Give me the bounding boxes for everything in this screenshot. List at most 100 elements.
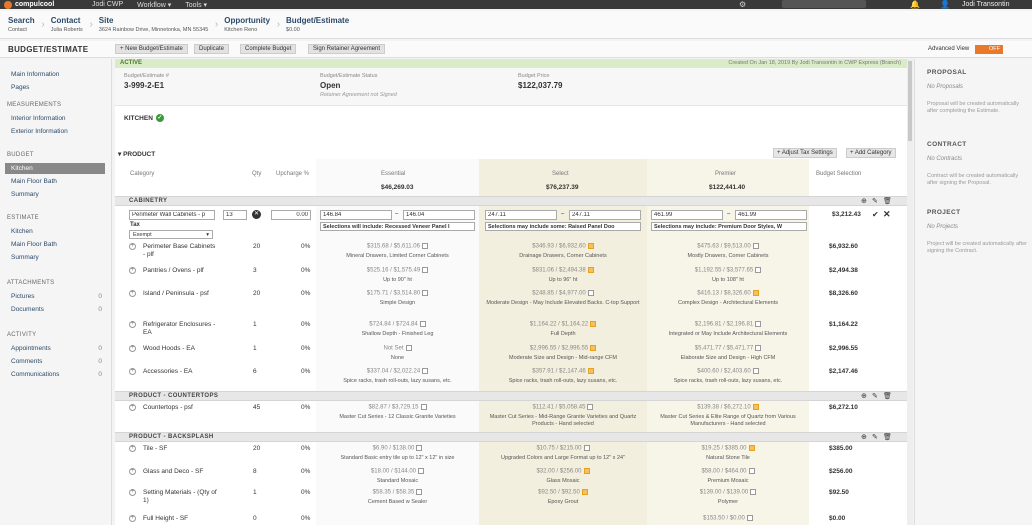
essential-high-input[interactable] [403,210,475,220]
tax-select[interactable]: Exempt ▾ [129,230,213,239]
upcharge-input[interactable] [271,210,311,220]
tier-checkbox[interactable] [422,368,429,374]
tier-checkbox[interactable] [422,267,429,273]
tier-checkbox[interactable] [405,345,412,351]
clear-icon[interactable]: ✕ [252,210,261,219]
tier-price[interactable]: $10.75 / $215.00 [479,445,647,452]
sidebar-item[interactable]: Main Floor Bath [0,239,112,250]
pencil-icon[interactable]: ✎ [872,393,878,400]
expand-icon[interactable]: + [129,515,136,522]
tier-price[interactable]: $416.13 / $8,326.60 [647,290,809,297]
breadcrumb-item[interactable]: Opportunity Kitchen Reno › [216,11,280,38]
expand-icon[interactable]: + [129,468,136,475]
sidebar-item[interactable]: Main Information [0,69,112,80]
sidebar-item[interactable]: Communications 0 [0,369,112,380]
essential-low-input[interactable] [320,210,392,220]
tier-price[interactable]: $831.06 / $2,494.38 [479,267,647,274]
plus-circle-icon[interactable]: ⊕ [861,434,867,441]
tier-price[interactable]: $525.16 / $1,575.49 [316,267,479,274]
tier-price[interactable]: $5,471.77 / $5,471.77 [647,345,809,352]
product-section-header[interactable]: ▾ PRODUCT [118,151,156,158]
tier-price[interactable]: $18.00 / $144.00 [316,468,479,475]
duplicate-button[interactable]: Duplicate [194,44,230,54]
sidebar-item[interactable]: Appointments 0 [0,343,112,354]
sign-retainer-button[interactable]: Sign Retainer Agreement [308,44,386,54]
tier-checkbox[interactable] [755,345,762,351]
sidebar-item[interactable]: Comments 0 [0,356,112,367]
qty-input[interactable] [223,210,247,220]
tier-price[interactable]: $1,164.22 / $1,164.22 [479,321,647,328]
sidebar-item[interactable]: Kitchen [5,163,105,174]
tier-checkbox[interactable] [587,290,594,296]
top-nav-item[interactable]: Workflow ▾ [137,1,172,9]
tier-checkbox[interactable] [755,321,762,327]
tier-checkbox[interactable] [748,445,755,451]
tier-price[interactable]: $58.35 / $58.35 [316,489,479,496]
tier-checkbox[interactable] [590,321,597,327]
expand-icon[interactable]: + [129,489,136,496]
cancel-x-icon[interactable]: ✕ [883,209,891,219]
tier-price[interactable]: $139.00 / $139.00 [647,489,809,496]
tier-price[interactable]: $58.00 / $464.00 [647,468,809,475]
trash-icon[interactable]: 🗑 [883,434,892,441]
top-nav-item[interactable]: Tools ▾ [185,1,208,9]
tier-price[interactable]: $32.00 / $256.00 [479,468,647,475]
tier-checkbox[interactable] [755,267,762,273]
tier-price[interactable]: $337.04 / $2,022.24 [316,368,479,375]
tier-price[interactable]: $153.50 / $0.00 [647,515,809,522]
select-high-input[interactable] [569,210,641,220]
category-name-input[interactable] [129,210,215,220]
tier-price[interactable]: $248.85 / $4,977.00 [479,290,647,297]
new-budget-button[interactable]: + New Budget/Estimate [115,44,188,54]
sidebar-item[interactable]: Documents 0 [0,304,112,315]
tier-price[interactable]: Not Set [316,345,479,352]
premier-note[interactable]: Selections may include: Premium Door Sty… [651,222,807,231]
scrollbar-thumb[interactable] [908,61,912,141]
add-category-button[interactable]: + Add Category [846,148,896,158]
tier-price[interactable]: $1,192.55 / $3,577.65 [647,267,809,274]
tier-checkbox[interactable] [581,489,588,495]
sidebar-item[interactable]: Pages [0,82,112,93]
tier-price[interactable]: $6.90 / $138.00 [316,445,479,452]
tier-price[interactable]: $2,996.55 / $2,996.55 [479,345,647,352]
trash-icon[interactable]: 🗑 [883,198,892,205]
sidebar-item[interactable]: Kitchen [0,226,112,237]
tier-checkbox[interactable] [583,445,590,451]
tier-checkbox[interactable] [416,489,423,495]
app-logo[interactable]: compulcool [4,0,74,9]
user-avatar-icon[interactable]: 👤 [940,0,950,9]
advanced-view-toggle[interactable]: OFF [975,45,1003,54]
expand-icon[interactable]: + [129,290,136,297]
expand-icon[interactable]: + [129,267,136,274]
top-nav-item[interactable]: Jodi CWP [92,0,124,8]
global-search-input[interactable] [782,0,866,8]
tier-price[interactable]: $19.25 / $385.00 [647,445,809,452]
breadcrumb-item[interactable]: Contact Julia Roberts › [43,11,93,38]
tier-checkbox[interactable] [746,515,753,521]
tier-checkbox[interactable] [587,404,594,410]
tier-price[interactable]: $92.50 / $92.50 [479,489,647,496]
trash-icon[interactable]: 🗑 [883,393,892,400]
tier-checkbox[interactable] [421,243,428,249]
sidebar-item[interactable]: Main Floor Bath [0,176,112,187]
tier-checkbox[interactable] [590,345,597,351]
tier-price[interactable]: $357.91 / $2,147.46 [479,368,647,375]
sidebar-item[interactable]: Summary [0,189,112,200]
tier-checkbox[interactable] [587,243,594,249]
tier-checkbox[interactable] [420,404,427,410]
sidebar-item[interactable]: Interior Information [0,113,112,124]
tier-checkbox[interactable] [752,290,759,296]
save-check-icon[interactable]: ✔ [872,210,879,219]
scrollbar[interactable] [907,59,913,525]
tier-checkbox[interactable] [418,468,425,474]
tier-checkbox[interactable] [587,368,594,374]
user-name[interactable]: Jodi Transontin [962,1,1010,8]
tier-checkbox[interactable] [583,468,590,474]
breadcrumb-item[interactable]: Search Contact › [0,11,45,38]
adjust-tax-button[interactable]: + Adjust Tax Settings [773,148,837,158]
tier-price[interactable]: $400.60 / $2,403.60 [647,368,809,375]
tier-price[interactable]: $724.84 / $724.84 [316,321,479,328]
premier-high-input[interactable] [735,210,807,220]
tier-checkbox[interactable] [416,445,423,451]
select-note[interactable]: Selections may include some: Raised Pane… [485,222,641,231]
